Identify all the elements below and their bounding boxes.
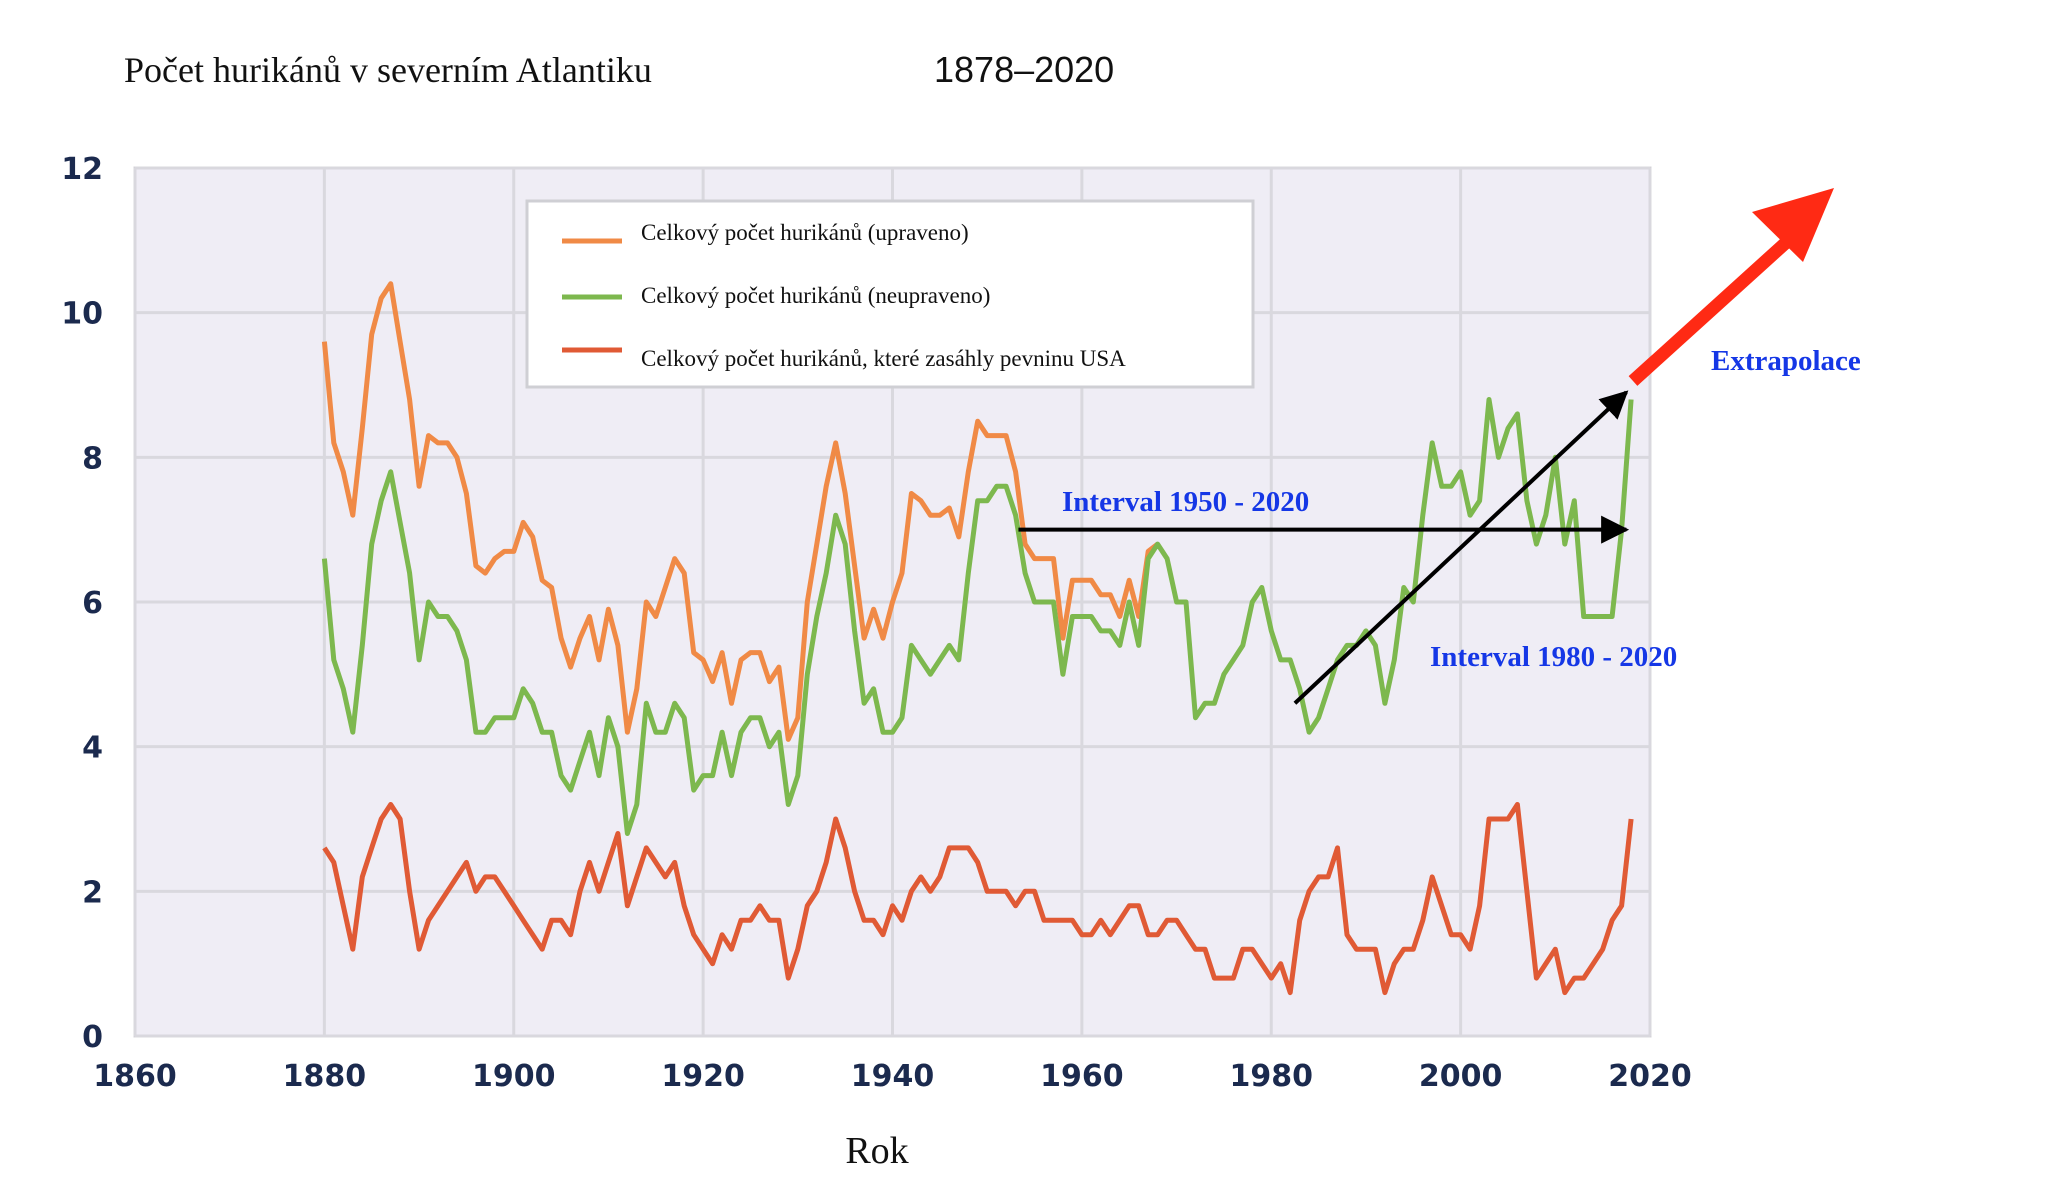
x-tick-label-1860: 1860: [93, 1059, 177, 1094]
extrapolation-arrow-shaft: [1628, 233, 1796, 386]
y-tick-label-8: 8: [82, 441, 103, 476]
y-tick-label-2: 2: [82, 875, 103, 910]
series-line-adjusted: [321, 281, 1160, 742]
arrow-interval-1980-2020: [1293, 390, 1629, 705]
x-tick-label-2000: 2000: [1419, 1059, 1503, 1094]
annotation-interval-1950-2020: Interval 1950 - 2020: [1062, 486, 1309, 518]
x-tick-label-2020: 2020: [1608, 1059, 1692, 1094]
y-axis-ticks: 0 2 4 6 8 10 12: [61, 152, 103, 1055]
y-tick-label-0: 0: [82, 1020, 103, 1055]
grid-lines: [133, 166, 1652, 1038]
annotation-interval-1980-2020: Interval 1980 - 2020: [1430, 641, 1677, 673]
y-tick-label-6: 6: [82, 586, 103, 621]
x-tick-label-1960: 1960: [1040, 1059, 1124, 1094]
legend-label-landfall: Celkový počet hurikánů, které zasáhly pe…: [641, 346, 1126, 371]
chart-title: Počet hurikánů v severním Atlantiku: [124, 50, 652, 90]
series-line-landfall: [322, 802, 1634, 996]
x-tick-label-1900: 1900: [472, 1059, 556, 1094]
extrapolation-arrow-head: [1752, 188, 1834, 262]
y-tick-label-12: 12: [61, 152, 103, 187]
y-tick-label-4: 4: [82, 731, 103, 766]
annotations: Interval 1950 - 2020 Interval 1980 - 202…: [1018, 188, 1861, 705]
x-tick-label-1920: 1920: [661, 1059, 745, 1094]
series-line-unadjusted: [321, 397, 1634, 836]
x-axis-ticks: 1860 1880 1900 1920 1940 1960 1980 2000 2020: [93, 1059, 1692, 1094]
legend-label-adjusted: Celkový počet hurikánů (upraveno): [641, 220, 969, 245]
annotation-extrapolation: Extrapolace: [1711, 345, 1861, 377]
legend-box: [525, 199, 1255, 389]
x-tick-label-1880: 1880: [283, 1059, 367, 1094]
legend: Celkový počet hurikánů (upraveno) Celkov…: [525, 199, 1255, 389]
x-tick-label-1940: 1940: [851, 1059, 935, 1094]
legend-label-unadjusted: Celkový počet hurikánů (neupraveno): [641, 283, 990, 308]
x-tick-label-1980: 1980: [1230, 1059, 1314, 1094]
y-tick-label-10: 10: [61, 297, 103, 332]
series-lines: [321, 281, 1634, 996]
x-axis-label: Rok: [845, 1130, 908, 1172]
chart-period: 1878–2020: [934, 49, 1114, 90]
extrapolation-arrow: [1628, 188, 1834, 386]
